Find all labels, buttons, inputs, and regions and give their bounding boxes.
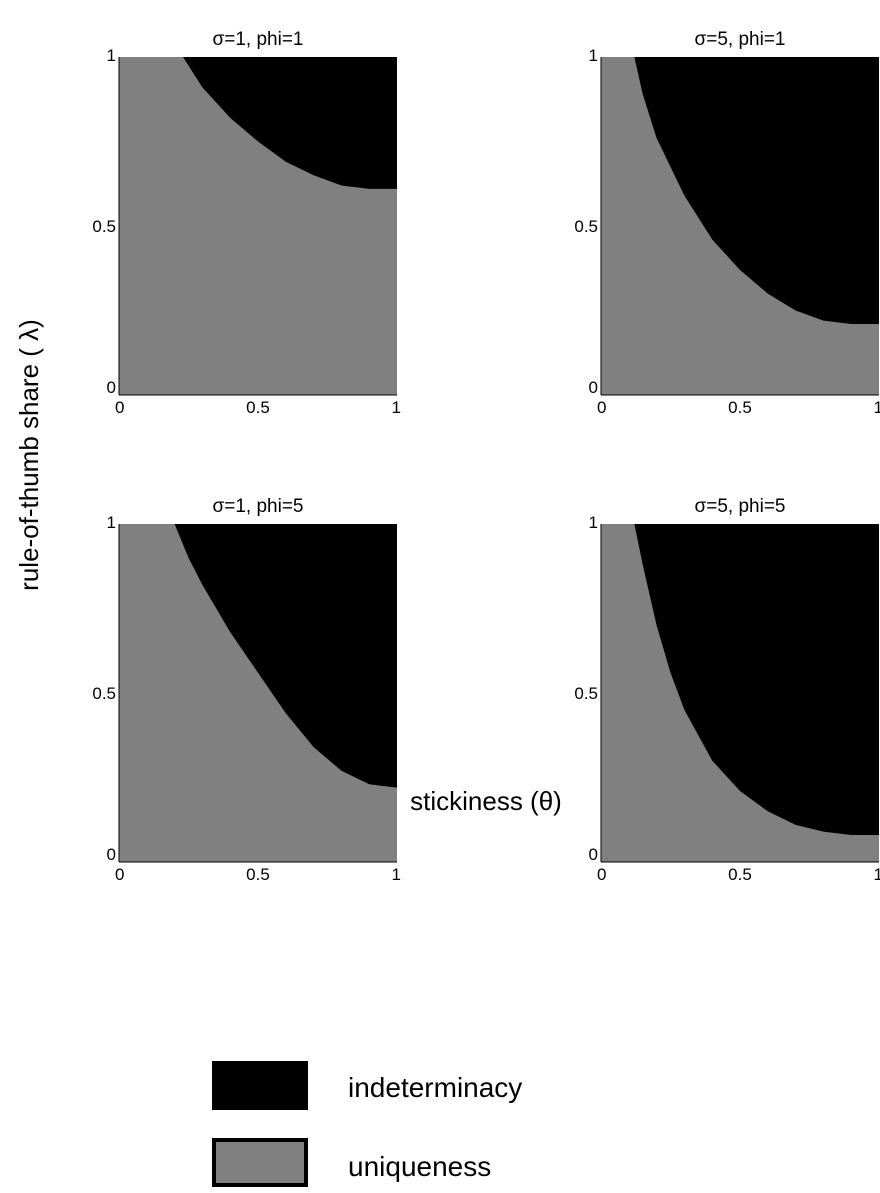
- panel-2: σ=5, phi=1 0 0.5 1 0 0.5 1: [574, 29, 880, 417]
- panel-title: σ=1, phi=1: [213, 29, 304, 50]
- x-tick-label: 1: [874, 398, 880, 417]
- x-tick-label: 1: [874, 865, 880, 884]
- panel-3: σ=1, phi=5 0 0.5 1 0 0.5 1: [92, 496, 401, 884]
- y-tick-label: 0: [589, 845, 598, 864]
- x-tick-label: 0.5: [728, 865, 752, 884]
- y-tick-label: 1: [107, 46, 116, 65]
- y-tick-label: 0.5: [574, 217, 598, 236]
- legend-swatch-uniqueness: [212, 1138, 308, 1187]
- indeterminacy-region: [634, 57, 879, 325]
- panel-title: σ=1, phi=5: [213, 496, 304, 517]
- x-tick-label: 0: [115, 398, 124, 417]
- x-tick-label: 0.5: [728, 398, 752, 417]
- y-tick-label: 0: [589, 378, 598, 397]
- y-tick-label: 1: [589, 46, 598, 65]
- y-tick-label: 0.5: [574, 684, 598, 703]
- panel-title: σ=5, phi=5: [695, 496, 786, 517]
- legend-label-uniqueness: uniqueness: [348, 1151, 491, 1182]
- indeterminacy-region: [182, 57, 397, 189]
- y-tick-label: 0: [107, 378, 116, 397]
- x-tick-label: 1: [392, 865, 401, 884]
- x-tick-label: 0: [115, 865, 124, 884]
- panel-title: σ=5, phi=1: [695, 29, 786, 50]
- legend-swatch-indeterminacy: [212, 1061, 308, 1110]
- y-axis-label: rule-of-thumb share ( λ): [14, 319, 44, 591]
- y-tick-label: 0.5: [92, 684, 116, 703]
- x-tick-label: 0: [597, 398, 606, 417]
- panel-4: σ=5, phi=5 0 0.5 1 0 0.5 1: [574, 496, 880, 884]
- legend: indeterminacy uniqueness: [212, 1061, 522, 1187]
- x-tick-label: 1: [392, 398, 401, 417]
- x-axis-label: stickiness (θ): [410, 786, 562, 816]
- y-tick-label: 0.5: [92, 217, 116, 236]
- y-tick-label: 1: [589, 513, 598, 532]
- x-tick-label: 0.5: [246, 865, 270, 884]
- x-tick-label: 0.5: [246, 398, 270, 417]
- indeterminacy-region: [174, 524, 397, 788]
- legend-label-indeterminacy: indeterminacy: [348, 1072, 522, 1103]
- chart-panels: σ=1, phi=1 0 0.5 1 0 0.5 1 σ=5, phi=1 0 0.5 1 0 0.5 1…: [92, 29, 880, 884]
- x-tick-label: 0: [597, 865, 606, 884]
- panel-1: σ=1, phi=1 0 0.5 1 0 0.5 1: [92, 29, 401, 417]
- indeterminacy-region: [634, 524, 879, 835]
- y-tick-label: 1: [107, 513, 116, 532]
- y-tick-label: 0: [107, 845, 116, 864]
